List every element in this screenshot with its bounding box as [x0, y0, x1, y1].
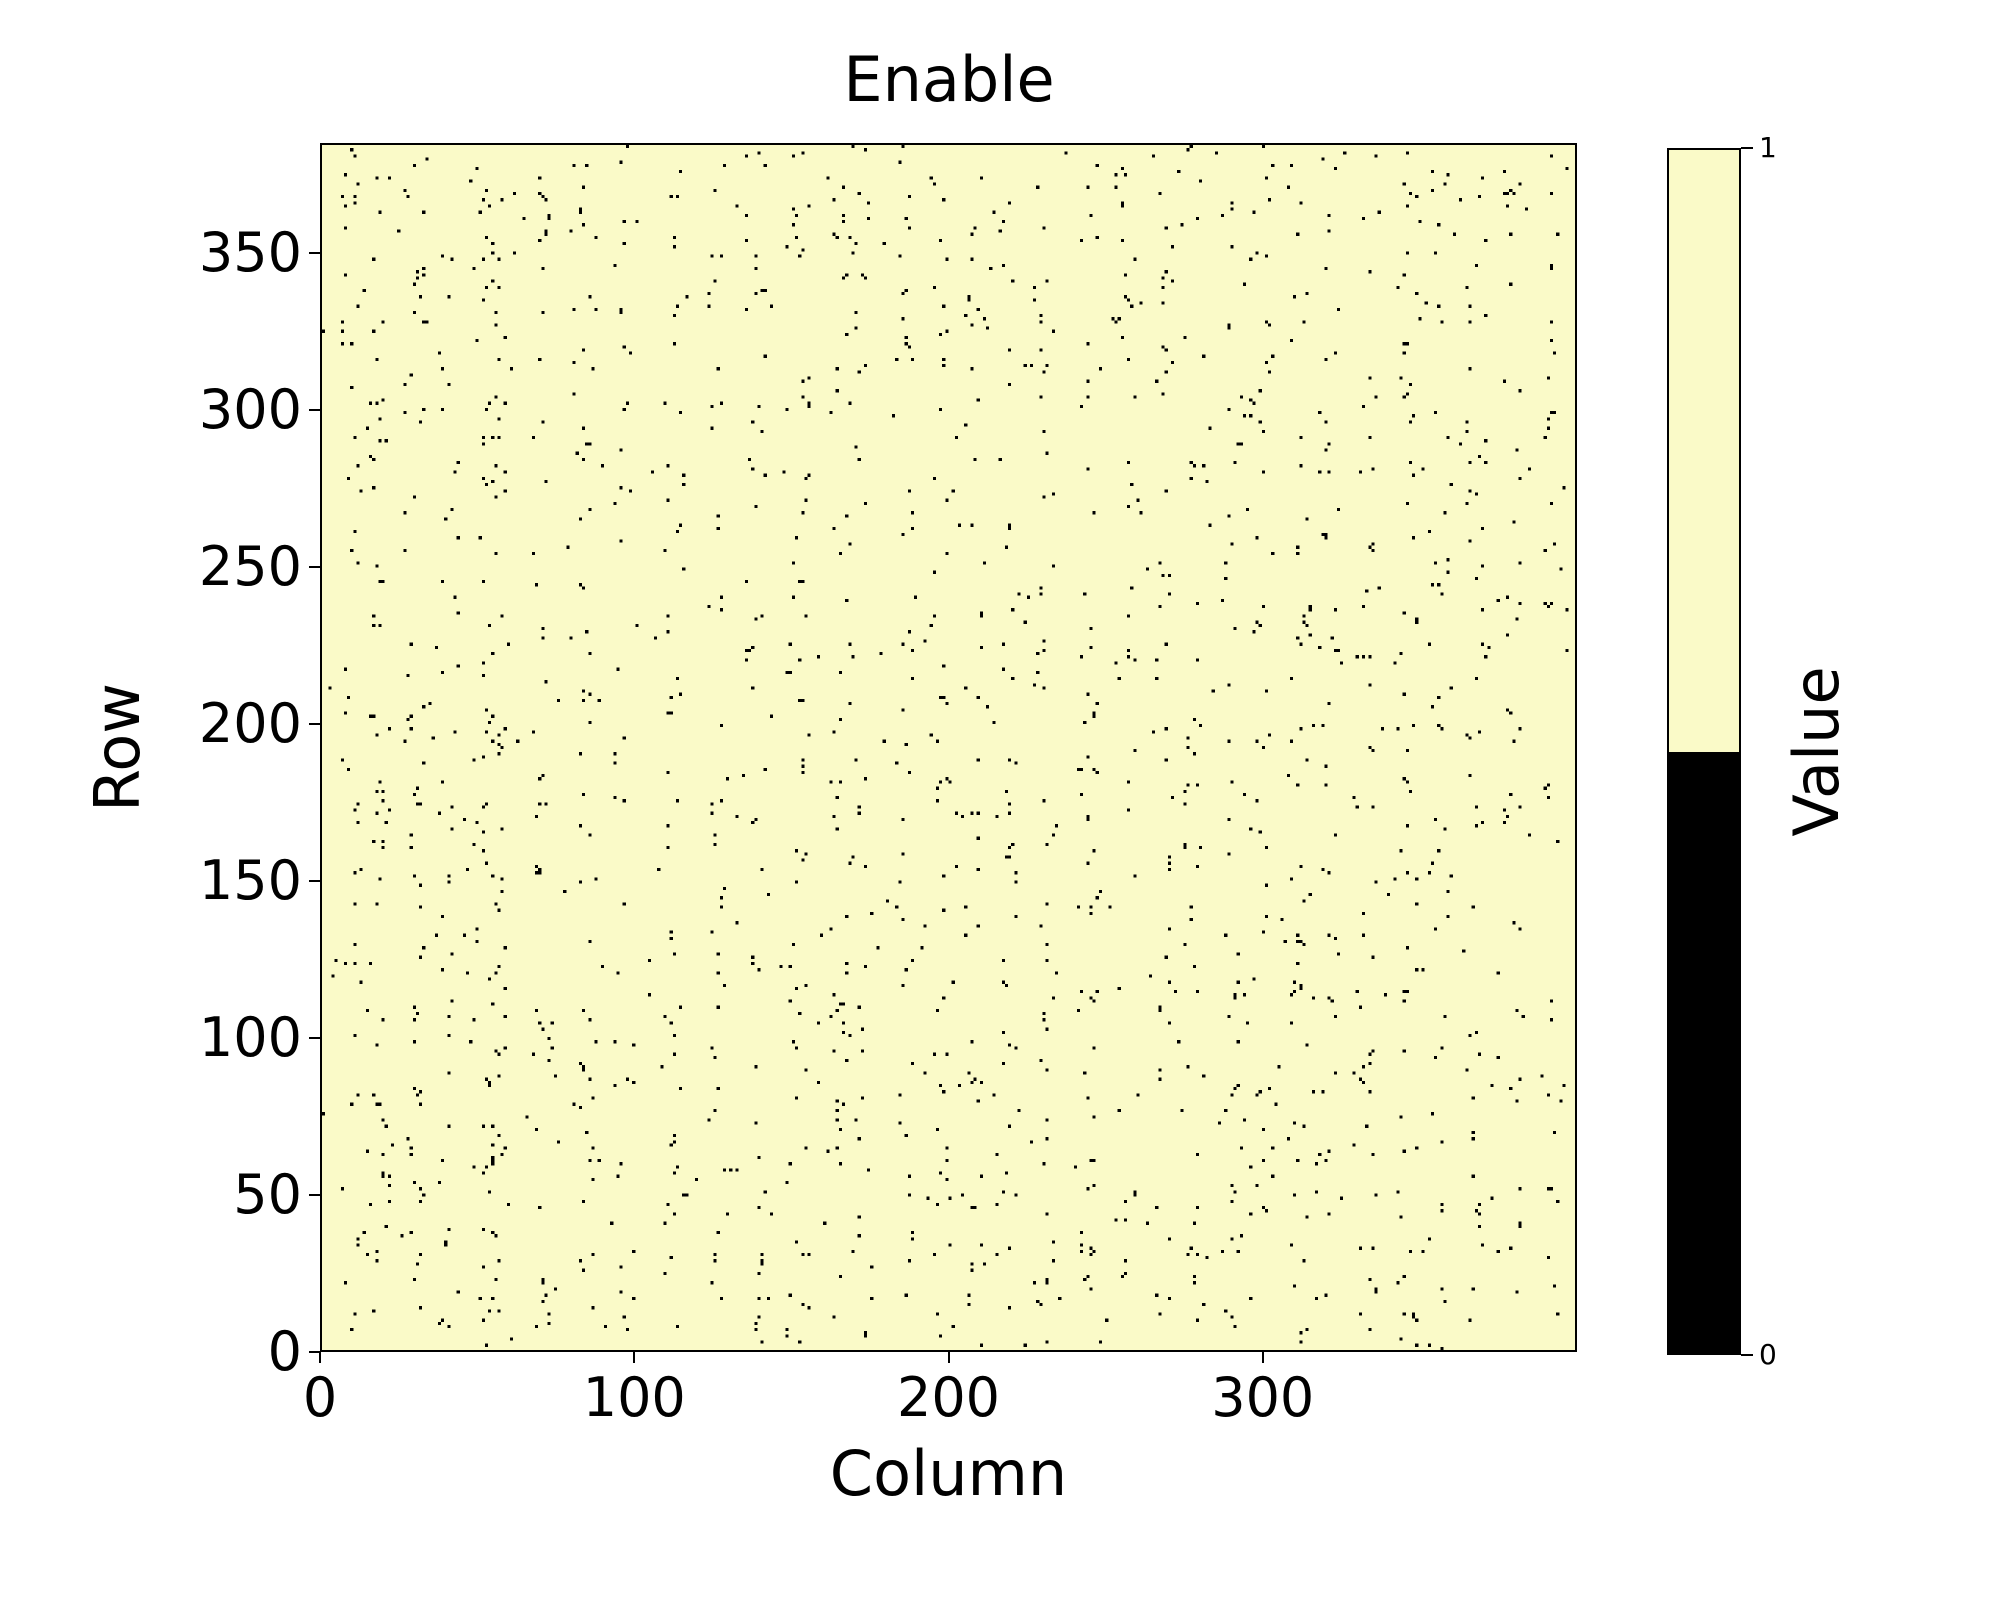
x-tick-mark — [1261, 1352, 1264, 1363]
x-tick-label: 0 — [302, 1366, 338, 1429]
y-tick-label: 0 — [267, 1320, 302, 1383]
heatmap-plot-area[interactable] — [320, 143, 1577, 1352]
y-tick-label: 350 — [198, 220, 302, 284]
x-tick-mark — [633, 1352, 636, 1363]
colorbar[interactable] — [1667, 148, 1741, 1355]
colorbar-label: Value — [1780, 666, 1853, 837]
x-tick-label: 200 — [896, 1366, 1001, 1429]
y-tick-label: 300 — [198, 377, 302, 441]
y-tick-label: 200 — [198, 691, 302, 755]
colorbar-segment — [1669, 150, 1739, 752]
y-tick-label: 250 — [198, 534, 302, 598]
y-tick-mark — [309, 251, 320, 254]
page-title: Enable — [843, 43, 1055, 116]
y-tick-label: 100 — [198, 1005, 302, 1069]
y-tick-label: 50 — [233, 1162, 302, 1226]
y-tick-label: 150 — [198, 848, 302, 912]
x-tick-label: 100 — [582, 1366, 686, 1429]
y-tick-mark — [309, 1351, 320, 1353]
colorbar-tick-mark — [1741, 147, 1753, 149]
y-tick-mark — [309, 1193, 320, 1196]
x-tick-label: 300 — [1211, 1366, 1315, 1429]
y-axis-label: Row — [81, 683, 154, 812]
colorbar-tick-mark — [1741, 1354, 1753, 1356]
y-tick-mark — [309, 408, 320, 411]
heatmap-image — [322, 145, 1575, 1350]
y-tick-mark — [309, 1036, 320, 1039]
y-tick-mark — [309, 722, 320, 725]
colorbar-tick-label: 0 — [1759, 1338, 1777, 1371]
colorbar-segment — [1669, 751, 1739, 1353]
x-tick-mark — [947, 1352, 950, 1363]
y-tick-mark — [309, 879, 320, 882]
x-axis-label: Column — [829, 1437, 1068, 1510]
colorbar-gradient — [1667, 148, 1741, 1355]
y-tick-mark — [309, 565, 320, 568]
colorbar-tick-label: 1 — [1759, 131, 1777, 164]
x-tick-mark — [319, 1352, 321, 1363]
